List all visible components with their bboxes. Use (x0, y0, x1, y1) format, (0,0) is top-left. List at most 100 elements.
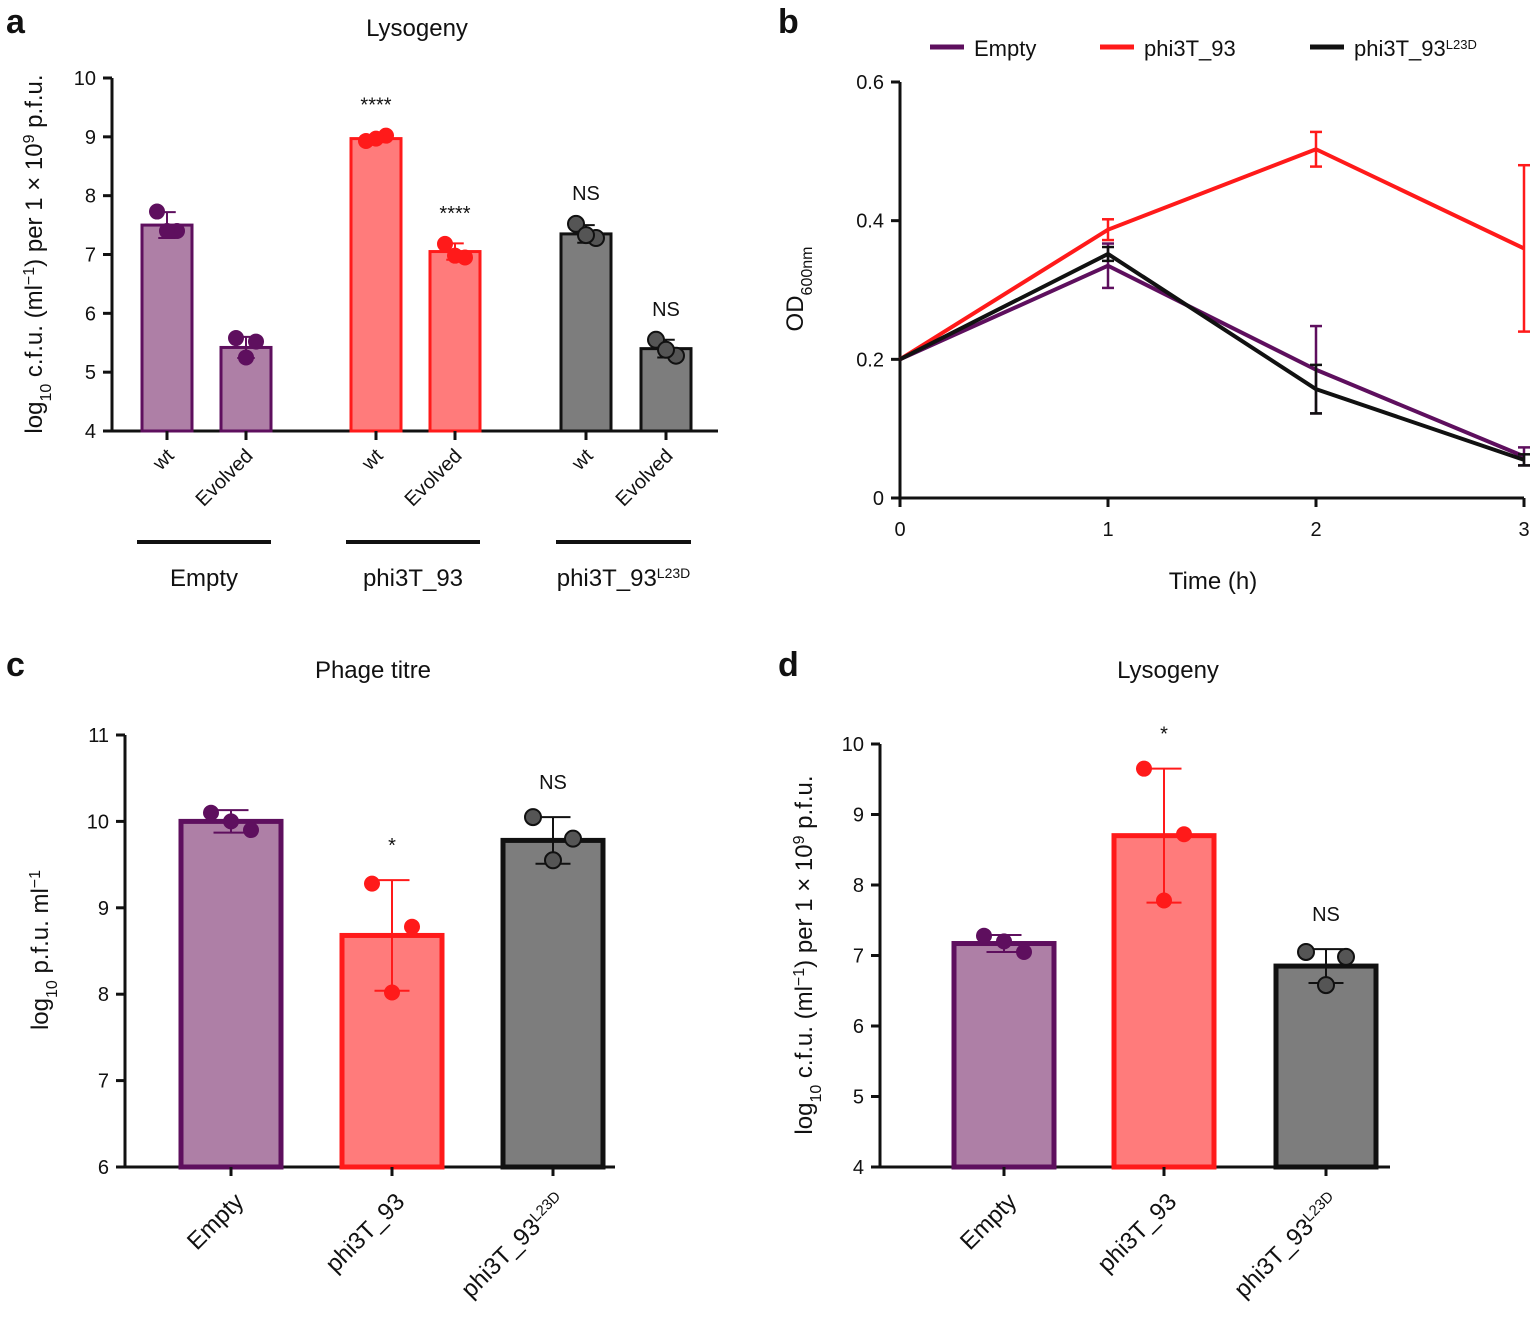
panel-a-ytick-label: 5 (85, 362, 96, 384)
panel-d-ytick-label: 7 (853, 946, 864, 968)
panel-a-data-point (159, 222, 175, 239)
panel-c-ytick-label: 9 (98, 898, 109, 920)
panel-a-xtick-label: Evolved (612, 445, 678, 511)
panel-a-ytick-label: 4 (85, 421, 96, 443)
panel-a-group-label: Empty (170, 565, 238, 592)
panel-a-data-point (238, 349, 254, 366)
panel-b-xtick-label: 3 (1518, 519, 1529, 541)
panel-d-data-point (1337, 947, 1355, 966)
panel-c-significance-label: * (388, 835, 396, 857)
panel-c-data-point (364, 875, 380, 892)
panel-a-group-label: phi3T_93 (363, 565, 463, 592)
panel-a-bar (428, 250, 482, 433)
panel-d-data-point (1136, 760, 1152, 777)
panel-a-xtick-label: wt (567, 445, 598, 476)
panel-d-significance-label: * (1160, 724, 1168, 746)
panel-d-lysogeny-chart: Lysogeny log10 c.f.u. (ml−1) per 1 × 109… (791, 657, 1390, 1304)
panel-d-bar (951, 941, 1057, 1170)
panel-b-xtick-label: 1 (1102, 519, 1113, 541)
panel-letter-a: a (6, 3, 26, 41)
panel-d-data-point (1317, 976, 1335, 995)
panel-a-ytick-label: 8 (85, 186, 96, 208)
panel-a-data-point (577, 226, 595, 245)
panel-c-bar (500, 837, 606, 1170)
panel-c-data-point (524, 808, 542, 827)
panel-a-data-point (368, 130, 384, 147)
panel-b-series-line (899, 263, 1525, 459)
panel-d-bar (1273, 963, 1379, 1170)
panel-c-bar (178, 818, 284, 1170)
panel-c-phage-titre-chart: Phage titre log10 p.f.u. ml−1 6 7 8 9 10 11 Em… (27, 657, 615, 1304)
panel-c-data-point (404, 918, 420, 935)
panel-b-legend-label: phi3T_93L23D (1354, 36, 1477, 61)
panel-a-significance-label: NS (652, 299, 680, 321)
panel-b-series-line (899, 251, 1525, 462)
panel-c-xtick-label: Empty (182, 1188, 249, 1255)
panel-d-xtick-label: Empty (955, 1188, 1022, 1255)
panel-d-title: Lysogeny (1117, 657, 1219, 684)
panel-c-data-point (544, 851, 562, 870)
panel-c-data-point (243, 822, 259, 839)
panel-c-data-point (384, 984, 400, 1001)
panel-a-xtick-label: Evolved (192, 445, 258, 511)
panel-a-bar (140, 223, 194, 433)
panel-a-data-point (437, 235, 453, 252)
panel-c-xtick-label: phi3T_93L23D (456, 1188, 572, 1304)
panel-a-data-point (657, 340, 675, 359)
panel-d-ytick-label: 8 (853, 875, 864, 897)
panel-a-ylabel: log10 c.f.u. (ml−1) per 1 × 109 p.f.u. (21, 74, 55, 433)
panel-b-legend-label: Empty (974, 36, 1036, 61)
panel-a-lysogeny-chart: Lysogeny log10 c.f.u. (ml−1) per 1 × 109… (21, 15, 718, 592)
panel-a-data-point (149, 203, 165, 220)
panel-d-data-point (1156, 892, 1172, 909)
panel-b-series-line (898, 147, 1525, 362)
panel-a-xtick-label: wt (357, 445, 388, 476)
panel-letter-d: d (778, 646, 799, 684)
panel-b-xlabel: Time (h) (1169, 568, 1257, 595)
panel-a-xtick-label: Evolved (401, 445, 467, 511)
panel-c-ylabel: log10 p.f.u. ml−1 (27, 870, 61, 1030)
panel-d-xtick-label: phi3T_93L23D (1229, 1188, 1345, 1304)
panel-c-data-point (203, 804, 219, 821)
panel-d-ytick-label: 9 (853, 805, 864, 827)
panel-c-data-point (223, 813, 239, 830)
panel-c-ytick-label: 6 (98, 1157, 109, 1179)
panel-c-data-point (564, 829, 582, 848)
panel-d-data-point (996, 933, 1012, 950)
panel-b-ytick-label: 0.2 (856, 349, 884, 371)
panel-a-data-point (567, 214, 585, 233)
panel-a-title: Lysogeny (366, 15, 468, 42)
panel-c-significance-label: NS (539, 772, 567, 794)
panel-a-significance-label: **** (439, 203, 470, 225)
panel-a-bar (559, 232, 613, 433)
panel-b-ytick-label: 0 (873, 488, 884, 510)
panel-d-ytick-label: 6 (853, 1016, 864, 1038)
panel-d-data-point (1016, 943, 1032, 960)
panel-b-legend-label: phi3T_93 (1144, 36, 1236, 61)
panel-c-ytick-label: 7 (98, 1071, 109, 1093)
panel-a-ytick-label: 7 (85, 245, 96, 267)
panel-b-ytick-label: 0.4 (856, 211, 884, 233)
panel-c-ytick-label: 11 (88, 725, 109, 747)
panel-a-ytick-label: 9 (85, 127, 96, 149)
panel-a-xtick-label: wt (148, 445, 179, 476)
panel-a-ytick-label: 6 (85, 303, 96, 325)
panel-d-data-point (1297, 942, 1315, 961)
panel-a-data-point (228, 330, 244, 347)
panel-a-bar (349, 137, 403, 433)
panel-c-ytick-label: 10 (87, 811, 109, 833)
panel-a-ytick-label: 10 (74, 68, 96, 90)
panel-a-group-label: phi3T_93L23D (557, 565, 691, 592)
panel-d-ytick-label: 10 (842, 734, 864, 756)
panel-d-xtick-label: phi3T_93 (1092, 1188, 1182, 1278)
panel-b-xtick-label: 0 (894, 519, 905, 541)
panel-a-bar (639, 347, 693, 433)
panel-d-ytick-label: 4 (853, 1157, 864, 1179)
panel-d-ytick-label: 5 (853, 1087, 864, 1109)
panel-a-data-point (248, 333, 264, 350)
panel-b-ytick-label: 0.6 (856, 72, 884, 94)
panel-b-xtick-label: 2 (1310, 519, 1321, 541)
panel-letter-b: b (778, 3, 799, 41)
panel-a-significance-label: NS (572, 183, 600, 205)
